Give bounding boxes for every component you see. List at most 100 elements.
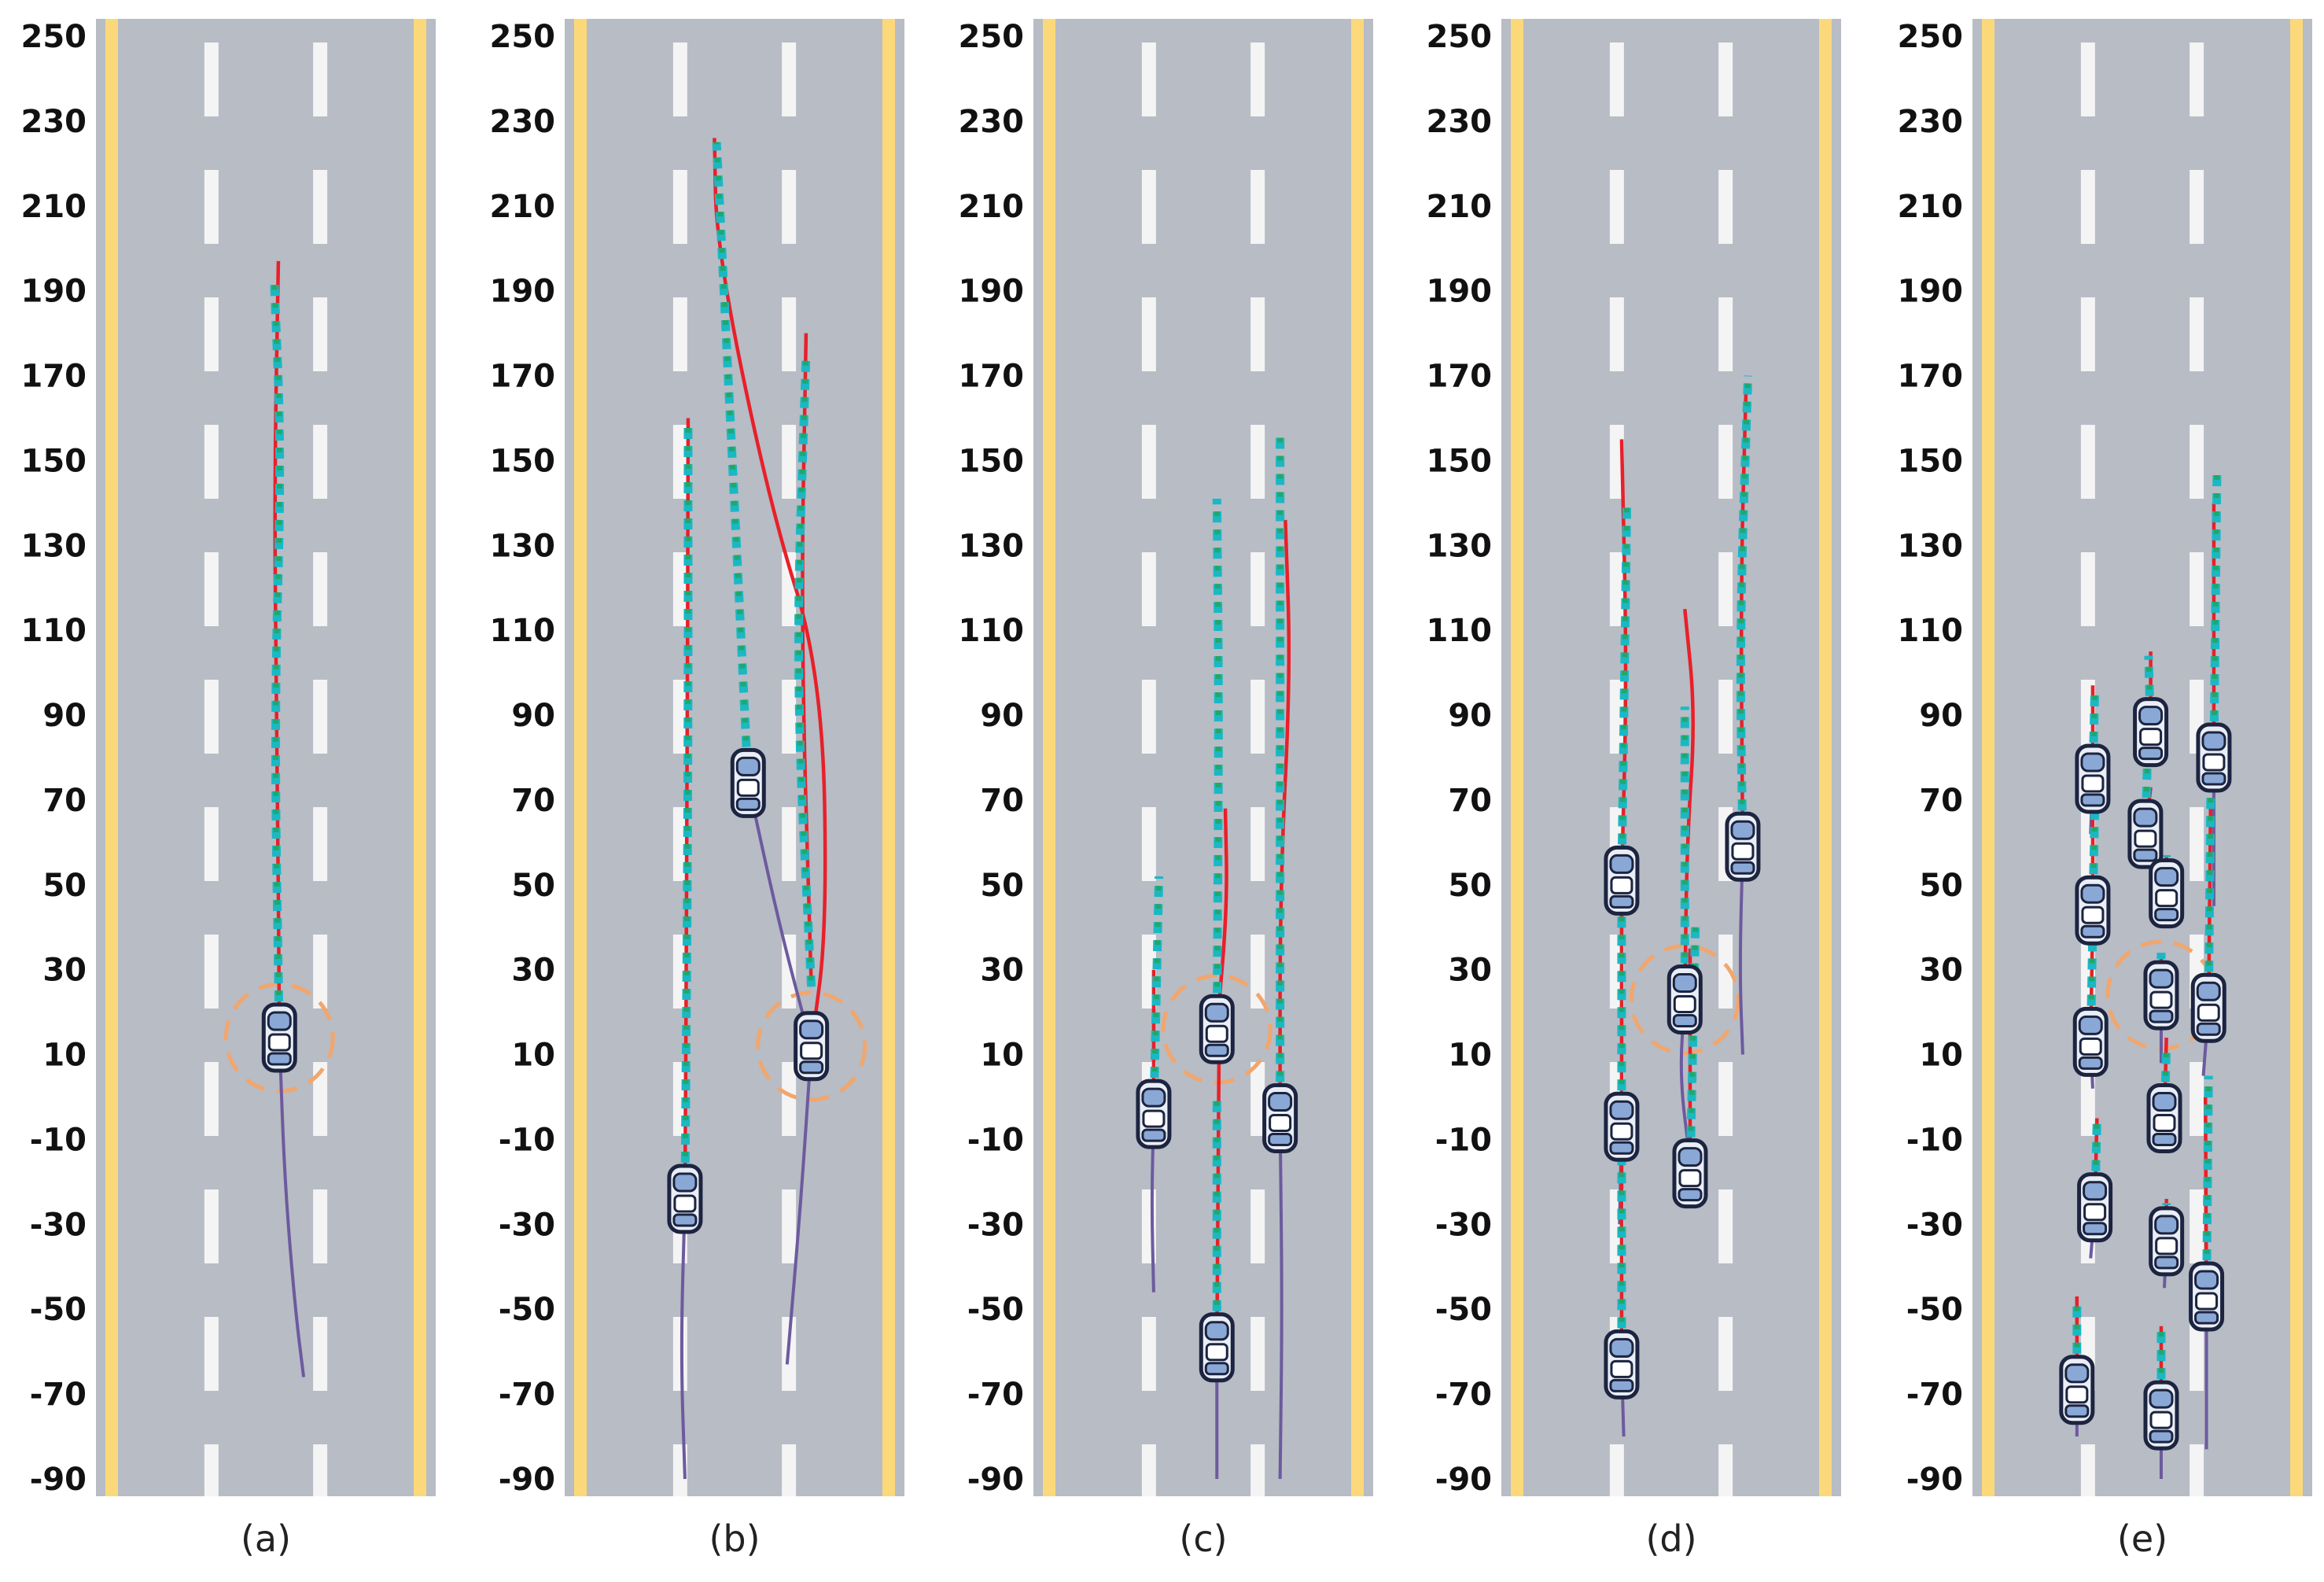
y-tick-label: 250 — [1898, 19, 1964, 55]
lane-dash — [1718, 1062, 1733, 1136]
ego-car-icon — [261, 1002, 297, 1073]
y-tick-label: -50 — [499, 1292, 555, 1328]
panel-a: 250 230 210 190 170 150 130 110 90 70 50 30 10 -10 -30… — [21, 19, 436, 1560]
lane-dash — [1141, 297, 1156, 371]
y-tick-label: 90 — [1919, 698, 1963, 734]
lane-dash — [313, 807, 328, 881]
lane-dash — [2080, 425, 2095, 499]
road-surface — [96, 19, 436, 1496]
y-tick-label: 230 — [959, 104, 1025, 140]
y-tick-label: 210 — [959, 189, 1025, 225]
car-icon — [2196, 722, 2232, 793]
panel-caption: (b) — [709, 1517, 760, 1560]
history-trajectory — [1738, 846, 1744, 1055]
panel-d: 250 230 210 190 170 150 130 110 90 70 50 30 10 -10 -30… — [1427, 19, 1841, 1560]
lane-dash — [1250, 42, 1265, 116]
predicted-trajectory-alt — [796, 354, 815, 987]
road-edge-line-right — [414, 19, 426, 1496]
lane-dash — [782, 807, 797, 881]
lane-dash — [782, 42, 797, 116]
lane-dash — [1250, 170, 1265, 244]
y-tick-label: -90 — [30, 1462, 87, 1498]
lane-dash — [672, 42, 687, 116]
y-tick-label: -10 — [1906, 1122, 1963, 1158]
history-trajectory — [680, 1198, 687, 1480]
y-tick-label: 110 — [21, 613, 87, 649]
lane-dash — [1250, 935, 1265, 1009]
road-edge-line-left — [574, 19, 587, 1496]
y-tick-label: 210 — [490, 189, 556, 225]
car-icon — [1672, 1138, 1708, 1209]
predicted-trajectory-alt — [2142, 757, 2151, 835]
predicted-trajectory-alt — [682, 426, 691, 1200]
y-tick-label: 10 — [1919, 1038, 1963, 1074]
lane-dash — [1141, 552, 1156, 626]
lane-dash — [1718, 1317, 1733, 1391]
lane-dash — [1718, 170, 1733, 244]
y-tick-label: 250 — [21, 19, 87, 55]
y-tick-label: -10 — [967, 1122, 1024, 1158]
y-tick-label: -70 — [30, 1377, 87, 1413]
lane-dash — [204, 42, 219, 116]
y-tick-label: -30 — [967, 1207, 1024, 1243]
y-tick-label: 170 — [1898, 359, 1964, 395]
y-tick-label: 250 — [1427, 19, 1493, 55]
lane-dash — [1250, 552, 1265, 626]
car-icon — [2075, 743, 2111, 814]
lane-dash — [1141, 170, 1156, 244]
car-icon — [1604, 1091, 1640, 1162]
ground-truth-trajectory — [1278, 519, 1291, 1119]
lane-dash — [1718, 552, 1733, 626]
car-icon — [667, 1163, 703, 1234]
y-tick-label: 150 — [1898, 443, 1964, 479]
y-tick-label: 70 — [1919, 783, 1963, 819]
y-tick-label: 70 — [980, 783, 1024, 819]
y-tick-label: -70 — [499, 1377, 555, 1413]
y-tick-label: -70 — [1435, 1377, 1492, 1413]
car-icon — [2189, 1261, 2225, 1332]
y-tick-label: -90 — [499, 1462, 555, 1498]
y-tick-label: 150 — [490, 443, 556, 479]
y-tick-label: 110 — [1427, 613, 1493, 649]
y-tick-label: 130 — [959, 528, 1025, 564]
lane-dash — [313, 1062, 328, 1136]
y-tick-label: 230 — [21, 104, 87, 140]
car-icon — [1604, 1329, 1640, 1399]
lane-dash — [2080, 552, 2095, 626]
y-tick-label: -10 — [1435, 1122, 1492, 1158]
y-tick-label: -50 — [30, 1292, 87, 1328]
lane-dash — [1718, 425, 1733, 499]
y-tick-label: -30 — [30, 1207, 87, 1243]
y-tick-label: 30 — [42, 953, 87, 989]
lane-dash — [2190, 807, 2204, 881]
predicted-trajectory — [2160, 1045, 2171, 1119]
road-edge-line-right — [1819, 19, 1832, 1496]
road-edge-line-left — [1982, 19, 1994, 1496]
lane-dash — [2190, 170, 2204, 244]
predicted-trajectory-alt — [1151, 876, 1162, 1115]
lane-dash — [2080, 170, 2095, 244]
lane-dash — [782, 425, 797, 499]
y-tick-label: 250 — [959, 19, 1025, 55]
lane-dash — [1250, 1317, 1265, 1391]
y-tick-label: 190 — [1898, 274, 1964, 310]
car-icon — [1262, 1083, 1298, 1153]
lane-dash — [672, 297, 687, 371]
panel-b: 250 230 210 190 170 150 130 110 90 70 50 30 10 -10 -30… — [490, 19, 904, 1560]
lane-dash — [313, 170, 328, 244]
y-tick-label: 50 — [1448, 868, 1492, 904]
y-tick-label: -50 — [967, 1292, 1024, 1328]
lane-dash — [2080, 42, 2095, 116]
y-tick-label: -90 — [1906, 1462, 1963, 1498]
lane-dash — [1250, 1189, 1265, 1263]
y-tick-label: -50 — [1435, 1292, 1492, 1328]
y-tick-label: 170 — [959, 359, 1025, 395]
predicted-trajectory — [1736, 375, 1753, 847]
lane-dash — [1250, 807, 1265, 881]
lane-dash — [313, 1444, 328, 1496]
lane-dash — [1250, 297, 1265, 371]
lane-dash — [672, 170, 687, 244]
lane-dash — [204, 1062, 219, 1136]
lane-dash — [1141, 425, 1156, 499]
y-tick-label: 150 — [959, 443, 1025, 479]
